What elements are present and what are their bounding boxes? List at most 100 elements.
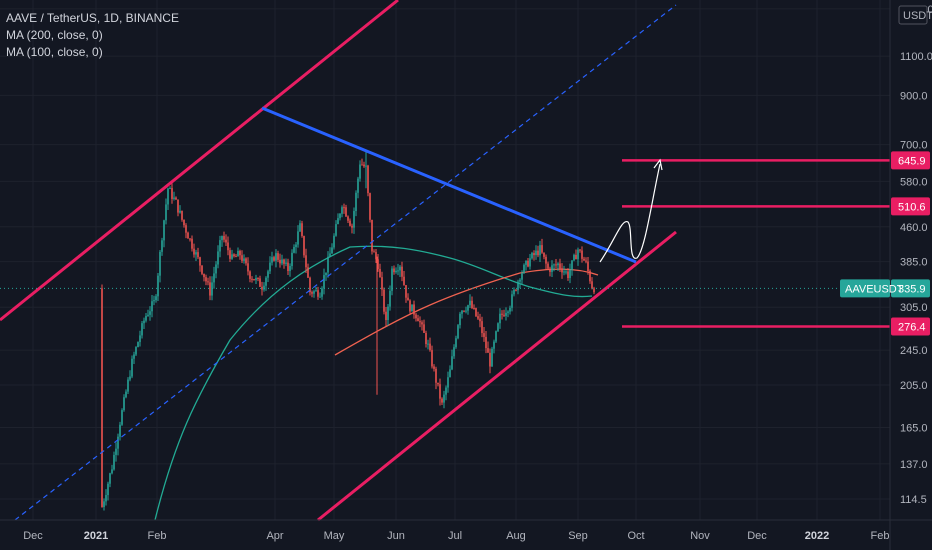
candle-body [101, 288, 103, 507]
candle-body [475, 308, 477, 317]
candle-body [545, 256, 547, 264]
candle-body [415, 314, 417, 319]
candle-body [387, 306, 389, 321]
candle-body [509, 307, 511, 312]
candle-body [479, 318, 481, 322]
legend-ma100: MA (100, close, 0) [6, 45, 103, 59]
candle-body [563, 271, 565, 273]
candle-body [157, 275, 159, 297]
candle-body [447, 377, 449, 388]
candle-body [489, 352, 491, 367]
time-tick-label: Feb [148, 530, 167, 542]
candle-body [337, 218, 339, 225]
candle-body [577, 249, 579, 260]
candle-body [367, 165, 369, 194]
ma100-line [154, 245, 593, 521]
candle-body [329, 253, 331, 257]
candle-body [359, 164, 361, 179]
price-tick-label: 385.0 [900, 257, 928, 269]
legend-ma200: MA (200, close, 0) [6, 28, 103, 42]
candle-body [399, 266, 401, 271]
candle-body [419, 321, 421, 323]
candle-body [407, 297, 409, 301]
candle-body [141, 323, 143, 336]
candle-body [361, 164, 363, 166]
time-tick-label: Oct [627, 530, 644, 542]
candle-body [527, 260, 529, 267]
candle-body [345, 207, 347, 217]
currency-box [898, 5, 928, 25]
candle-body [455, 338, 457, 348]
candle-body [549, 268, 551, 272]
time-tick-label: Sep [568, 530, 588, 542]
price-tick-label: 900.0 [900, 90, 928, 102]
candle-body [511, 294, 513, 308]
price-level-value: 645.9 [898, 155, 926, 167]
candle-body [295, 244, 297, 248]
candle-body [515, 289, 517, 291]
candle-body [349, 220, 351, 226]
currency-label: USDT [903, 10, 932, 22]
candle-body [417, 318, 419, 322]
candle-body [291, 252, 293, 267]
candle-body [481, 321, 483, 334]
candle-body [251, 278, 253, 280]
candle-body [161, 240, 163, 252]
price-level-badge [891, 317, 930, 336]
candle-body [583, 258, 585, 261]
channel-midline [14, 4, 677, 521]
time-tick-label: 2022 [805, 530, 829, 542]
candle-body [547, 263, 549, 269]
candle-body [279, 259, 281, 264]
candle-body [277, 253, 279, 260]
candle-body [449, 369, 451, 378]
current-price-value: 335.9 [898, 283, 926, 295]
candle-body [175, 197, 177, 200]
candle-body [261, 286, 263, 290]
candle-body [285, 262, 287, 264]
candle-body [127, 379, 129, 392]
candle-body [231, 254, 233, 259]
candle-body [385, 311, 387, 321]
candle-body [155, 296, 157, 301]
candle-body [153, 300, 155, 302]
candle-body [531, 253, 533, 259]
candle-body [451, 356, 453, 370]
price-tick-label: 245.0 [900, 345, 928, 357]
candle-body [217, 251, 219, 265]
price-level-badge [891, 151, 930, 170]
candle-body [173, 197, 175, 199]
candle-body [369, 193, 371, 220]
candle-body [137, 342, 139, 348]
projection-path [599, 163, 661, 263]
candle-body [331, 247, 333, 254]
candle-body [343, 207, 345, 209]
candle-body [301, 223, 303, 237]
candle-body [199, 257, 201, 266]
candle-body [263, 285, 265, 290]
chart-legend: AAVE / TetherUS, 1D, BINANCE MA (200, cl… [6, 10, 179, 61]
candle-body [171, 188, 173, 199]
candle-body [275, 253, 277, 261]
candle-body [309, 277, 311, 293]
symbol-tag [840, 279, 890, 298]
candle-body [589, 271, 591, 282]
candle-body [227, 242, 229, 251]
candle-body [541, 245, 543, 253]
candle-body [427, 343, 429, 345]
candle-body [491, 348, 493, 367]
candle-body [471, 300, 473, 309]
candle-body [235, 256, 237, 258]
time-tick-label: Feb [871, 530, 890, 542]
candle-body [151, 301, 153, 312]
candle-body [567, 271, 569, 279]
candle-body [243, 258, 245, 261]
candle-body [247, 263, 249, 272]
price-level-value: 276.4 [898, 322, 926, 334]
grid [0, 0, 890, 520]
candle-body [433, 366, 435, 369]
candle-body [131, 358, 133, 377]
candle-body [207, 281, 209, 283]
candle-body [163, 220, 165, 241]
